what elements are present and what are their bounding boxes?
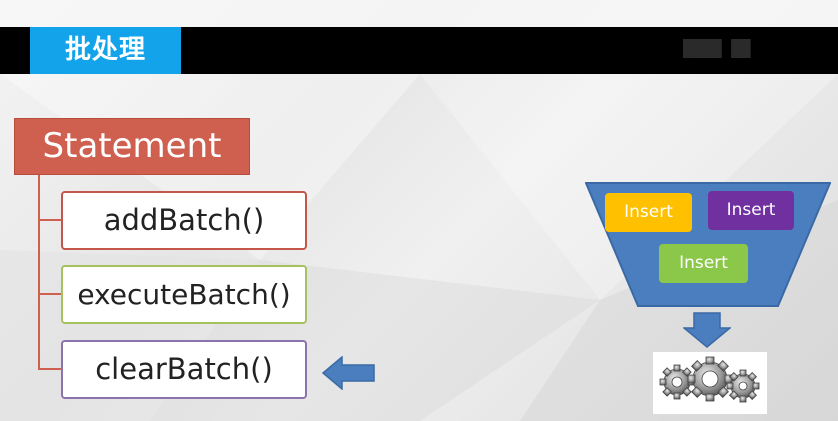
- method-node-addbatch: addBatch(): [61, 191, 307, 250]
- method-node-executebatch: executeBatch(): [61, 265, 307, 324]
- left-arrow-icon: [322, 356, 375, 390]
- title-bar: 批处理 ████ ██: [0, 27, 838, 74]
- page-title: 批处理: [30, 27, 181, 74]
- statement-node: Statement: [14, 118, 250, 175]
- insert-item-green: Insert: [659, 244, 748, 283]
- insert-item-purple: Insert: [708, 191, 794, 230]
- insert-item-yellow: Insert: [605, 193, 692, 232]
- down-arrow-icon: [683, 312, 731, 348]
- gears-icon: [653, 352, 767, 414]
- method-node-clearbatch: clearBatch(): [61, 340, 307, 399]
- watermark: ████ ██: [683, 39, 751, 58]
